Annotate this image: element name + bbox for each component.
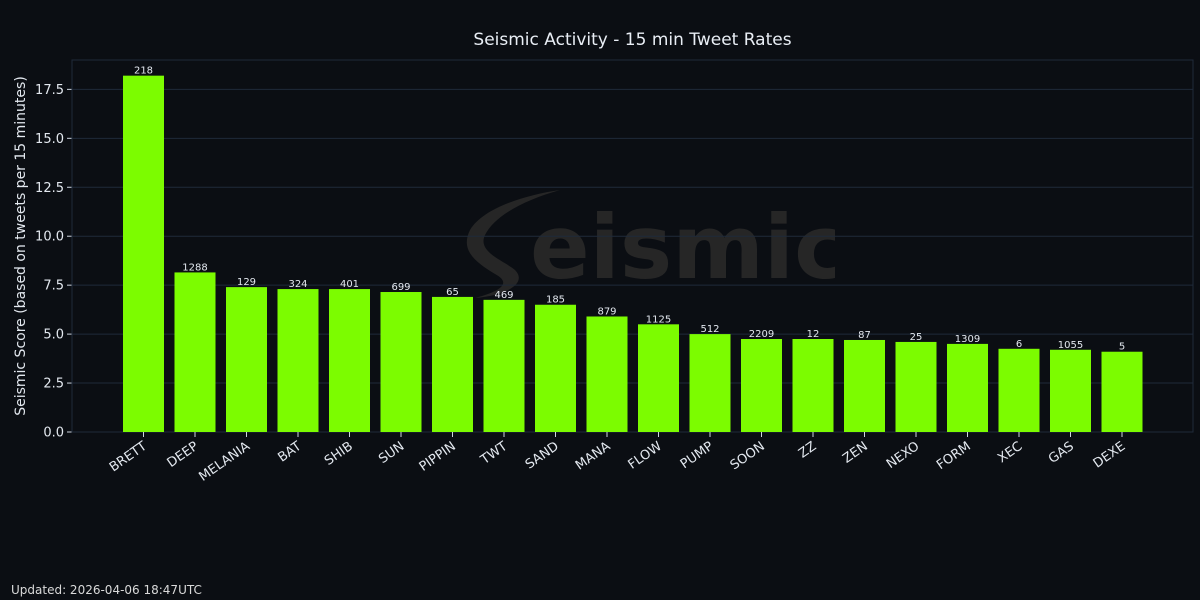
x-tick-label: FLOW xyxy=(626,439,665,473)
x-tick-label: SUN xyxy=(376,439,407,467)
data-label: 324 xyxy=(288,279,307,290)
x-tick-label: BAT xyxy=(275,439,304,466)
x-tick-label: XEC xyxy=(995,439,1025,466)
data-label: 6 xyxy=(1016,339,1022,350)
y-tick-label: 12.5 xyxy=(35,181,64,196)
x-tick-label: DEEP xyxy=(165,439,202,471)
x-tick-label: ZEN xyxy=(840,439,871,467)
bar-nexo xyxy=(895,341,937,432)
bar-zen xyxy=(844,339,885,432)
y-tick-label: 2.5 xyxy=(43,377,64,392)
bar-bat xyxy=(277,289,319,432)
data-label: 5 xyxy=(1119,342,1125,353)
x-tick-label: SHIB xyxy=(322,439,356,469)
bar-pippin xyxy=(432,296,473,432)
data-label: 1309 xyxy=(955,334,980,345)
data-label: 879 xyxy=(597,306,616,317)
y-axis-label: Seismic Score (based on tweets per 15 mi… xyxy=(13,76,29,416)
x-tick-label: NEXO xyxy=(884,439,922,472)
x-tick-label: PUMP xyxy=(678,439,717,472)
bar-mana xyxy=(586,316,628,432)
bar-soon xyxy=(741,339,782,432)
updated-timestamp: Updated: 2026-04-06 18:47UTC xyxy=(11,583,202,597)
chart-title: Seismic Activity - 15 min Tweet Rates xyxy=(473,30,792,50)
data-label: 65 xyxy=(446,287,459,298)
data-label: 25 xyxy=(910,332,923,343)
data-label: 512 xyxy=(700,324,719,335)
x-tick-label: ZZ xyxy=(796,439,819,462)
bar-deep xyxy=(174,272,216,432)
data-label: 401 xyxy=(340,279,359,290)
y-tick-label: 15.0 xyxy=(35,132,64,147)
bar-xec xyxy=(998,348,1040,432)
x-tick-label: GAS xyxy=(1046,439,1077,467)
seismic-watermark-logo: eismic xyxy=(466,190,835,299)
data-label: 1125 xyxy=(646,314,671,325)
x-tick-label: DEXE xyxy=(1091,439,1129,472)
bar-form xyxy=(947,343,988,432)
bar-sun xyxy=(380,292,422,432)
data-label: 12 xyxy=(807,329,820,340)
x-tick-label: FORM xyxy=(934,439,974,473)
bar-pump xyxy=(689,334,731,432)
data-label: 1055 xyxy=(1058,340,1083,351)
seismic-s-glyph-icon xyxy=(466,190,560,298)
y-tick-label: 10.0 xyxy=(35,230,64,245)
x-tick-label: PIPPIN xyxy=(417,439,459,475)
y-tick-label: 0.0 xyxy=(43,426,64,441)
data-label: 699 xyxy=(391,282,410,293)
bar-sand xyxy=(535,304,576,432)
bar-flow xyxy=(638,324,679,432)
x-tick-label: SOON xyxy=(728,439,768,473)
data-label: 469 xyxy=(494,290,513,301)
bar-brett xyxy=(123,75,164,433)
bar-gas xyxy=(1050,349,1091,432)
bar-melania xyxy=(226,287,267,432)
data-label: 218 xyxy=(134,66,153,77)
x-tick-label: MANA xyxy=(573,439,613,474)
bar-dexe xyxy=(1101,351,1143,432)
x-tick-label: SAND xyxy=(523,439,562,473)
plot-frame xyxy=(71,59,1194,433)
y-tick-label: 17.5 xyxy=(35,83,64,98)
y-tick-label: 7.5 xyxy=(43,279,64,294)
bar-twt xyxy=(483,299,525,432)
bar-zz xyxy=(792,339,834,432)
data-label: 87 xyxy=(858,330,871,341)
data-label: 185 xyxy=(546,295,565,306)
x-tick-label: TWT xyxy=(477,439,510,468)
y-tick-label: 5.0 xyxy=(43,328,64,343)
x-tick-label: BRETT xyxy=(107,439,150,475)
bar-shib xyxy=(329,289,370,432)
x-tick-label: MELANIA xyxy=(196,439,252,485)
data-label: 129 xyxy=(237,277,256,288)
data-label: 1288 xyxy=(182,262,207,273)
data-label: 2209 xyxy=(749,329,774,340)
watermark-text: eismic xyxy=(530,196,835,299)
